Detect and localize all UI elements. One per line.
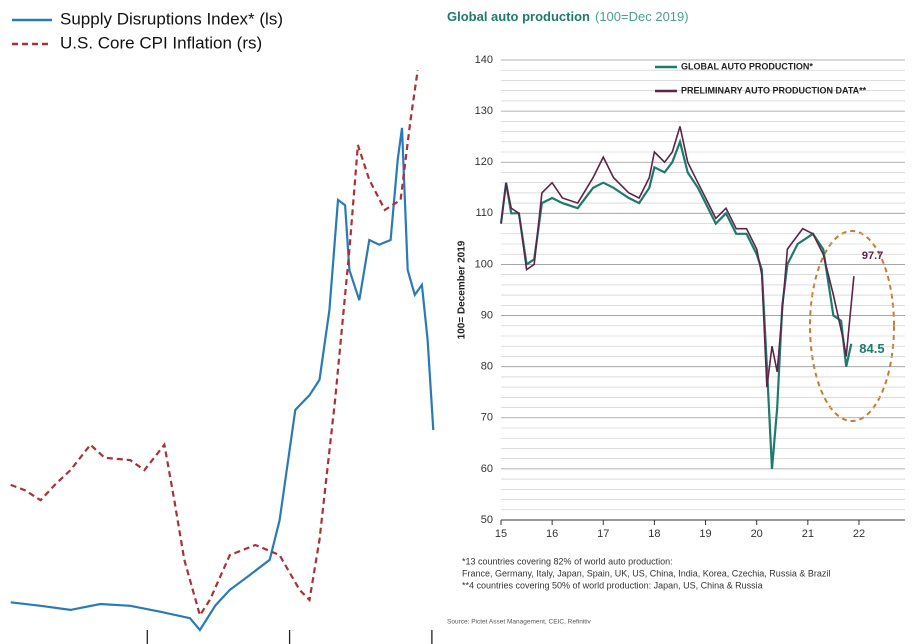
x-tick-label: 18 — [648, 528, 660, 540]
annotation: 84.5 — [859, 341, 884, 356]
legend-label: U.S. Core CPI Inflation (rs) — [60, 33, 262, 52]
annotation: 97.7 — [862, 250, 883, 262]
legend-label: Supply Disruptions Index* (ls) — [60, 9, 283, 28]
footnote: **4 countries covering 50% of world prod… — [462, 580, 763, 590]
legend-label: PRELIMINARY AUTO PRODUCTION DATA** — [681, 85, 867, 95]
footnote: France, Germany, Italy, Japan, Spain, UK… — [462, 568, 830, 578]
y-tick-label: 110 — [475, 207, 493, 219]
series-line — [10, 69, 419, 618]
series-line — [10, 127, 435, 632]
y-axis-label: 100= December 2019 — [457, 240, 468, 339]
x-tick-label: 21 — [802, 528, 814, 540]
y-tick-label: 70 — [481, 412, 493, 424]
y-tick-label: 80 — [481, 361, 493, 373]
x-tick-label: 15 — [495, 528, 507, 540]
y-tick-label: 140 — [475, 54, 493, 66]
subtitle-text: (100=Dec 2019) — [595, 9, 689, 24]
chart-title: Global auto production (100=Dec 2019) — [447, 9, 689, 24]
footnote: *13 countries covering 82% of world auto… — [462, 556, 673, 566]
x-tick-label: 19 — [699, 528, 711, 540]
x-tick-label: 16 — [546, 528, 558, 540]
legend-label: GLOBAL AUTO PRODUCTION* — [681, 61, 813, 71]
x-tick-label: 17 — [597, 528, 609, 540]
source: Source: Pictet Asset Management, CEIC, R… — [447, 619, 592, 626]
y-tick-label: 60 — [481, 463, 493, 475]
y-tick-label: 50 — [481, 514, 493, 526]
y-tick-label: 120 — [475, 156, 493, 168]
title-text: Global auto production — [447, 9, 590, 24]
series-line — [499, 138, 853, 469]
series-line — [500, 126, 855, 388]
y-tick-label: 100 — [475, 258, 493, 270]
y-tick-label: 90 — [481, 309, 493, 321]
y-tick-label: 130 — [475, 105, 493, 117]
x-tick-label: 20 — [751, 528, 763, 540]
x-tick-label: 22 — [853, 528, 865, 540]
